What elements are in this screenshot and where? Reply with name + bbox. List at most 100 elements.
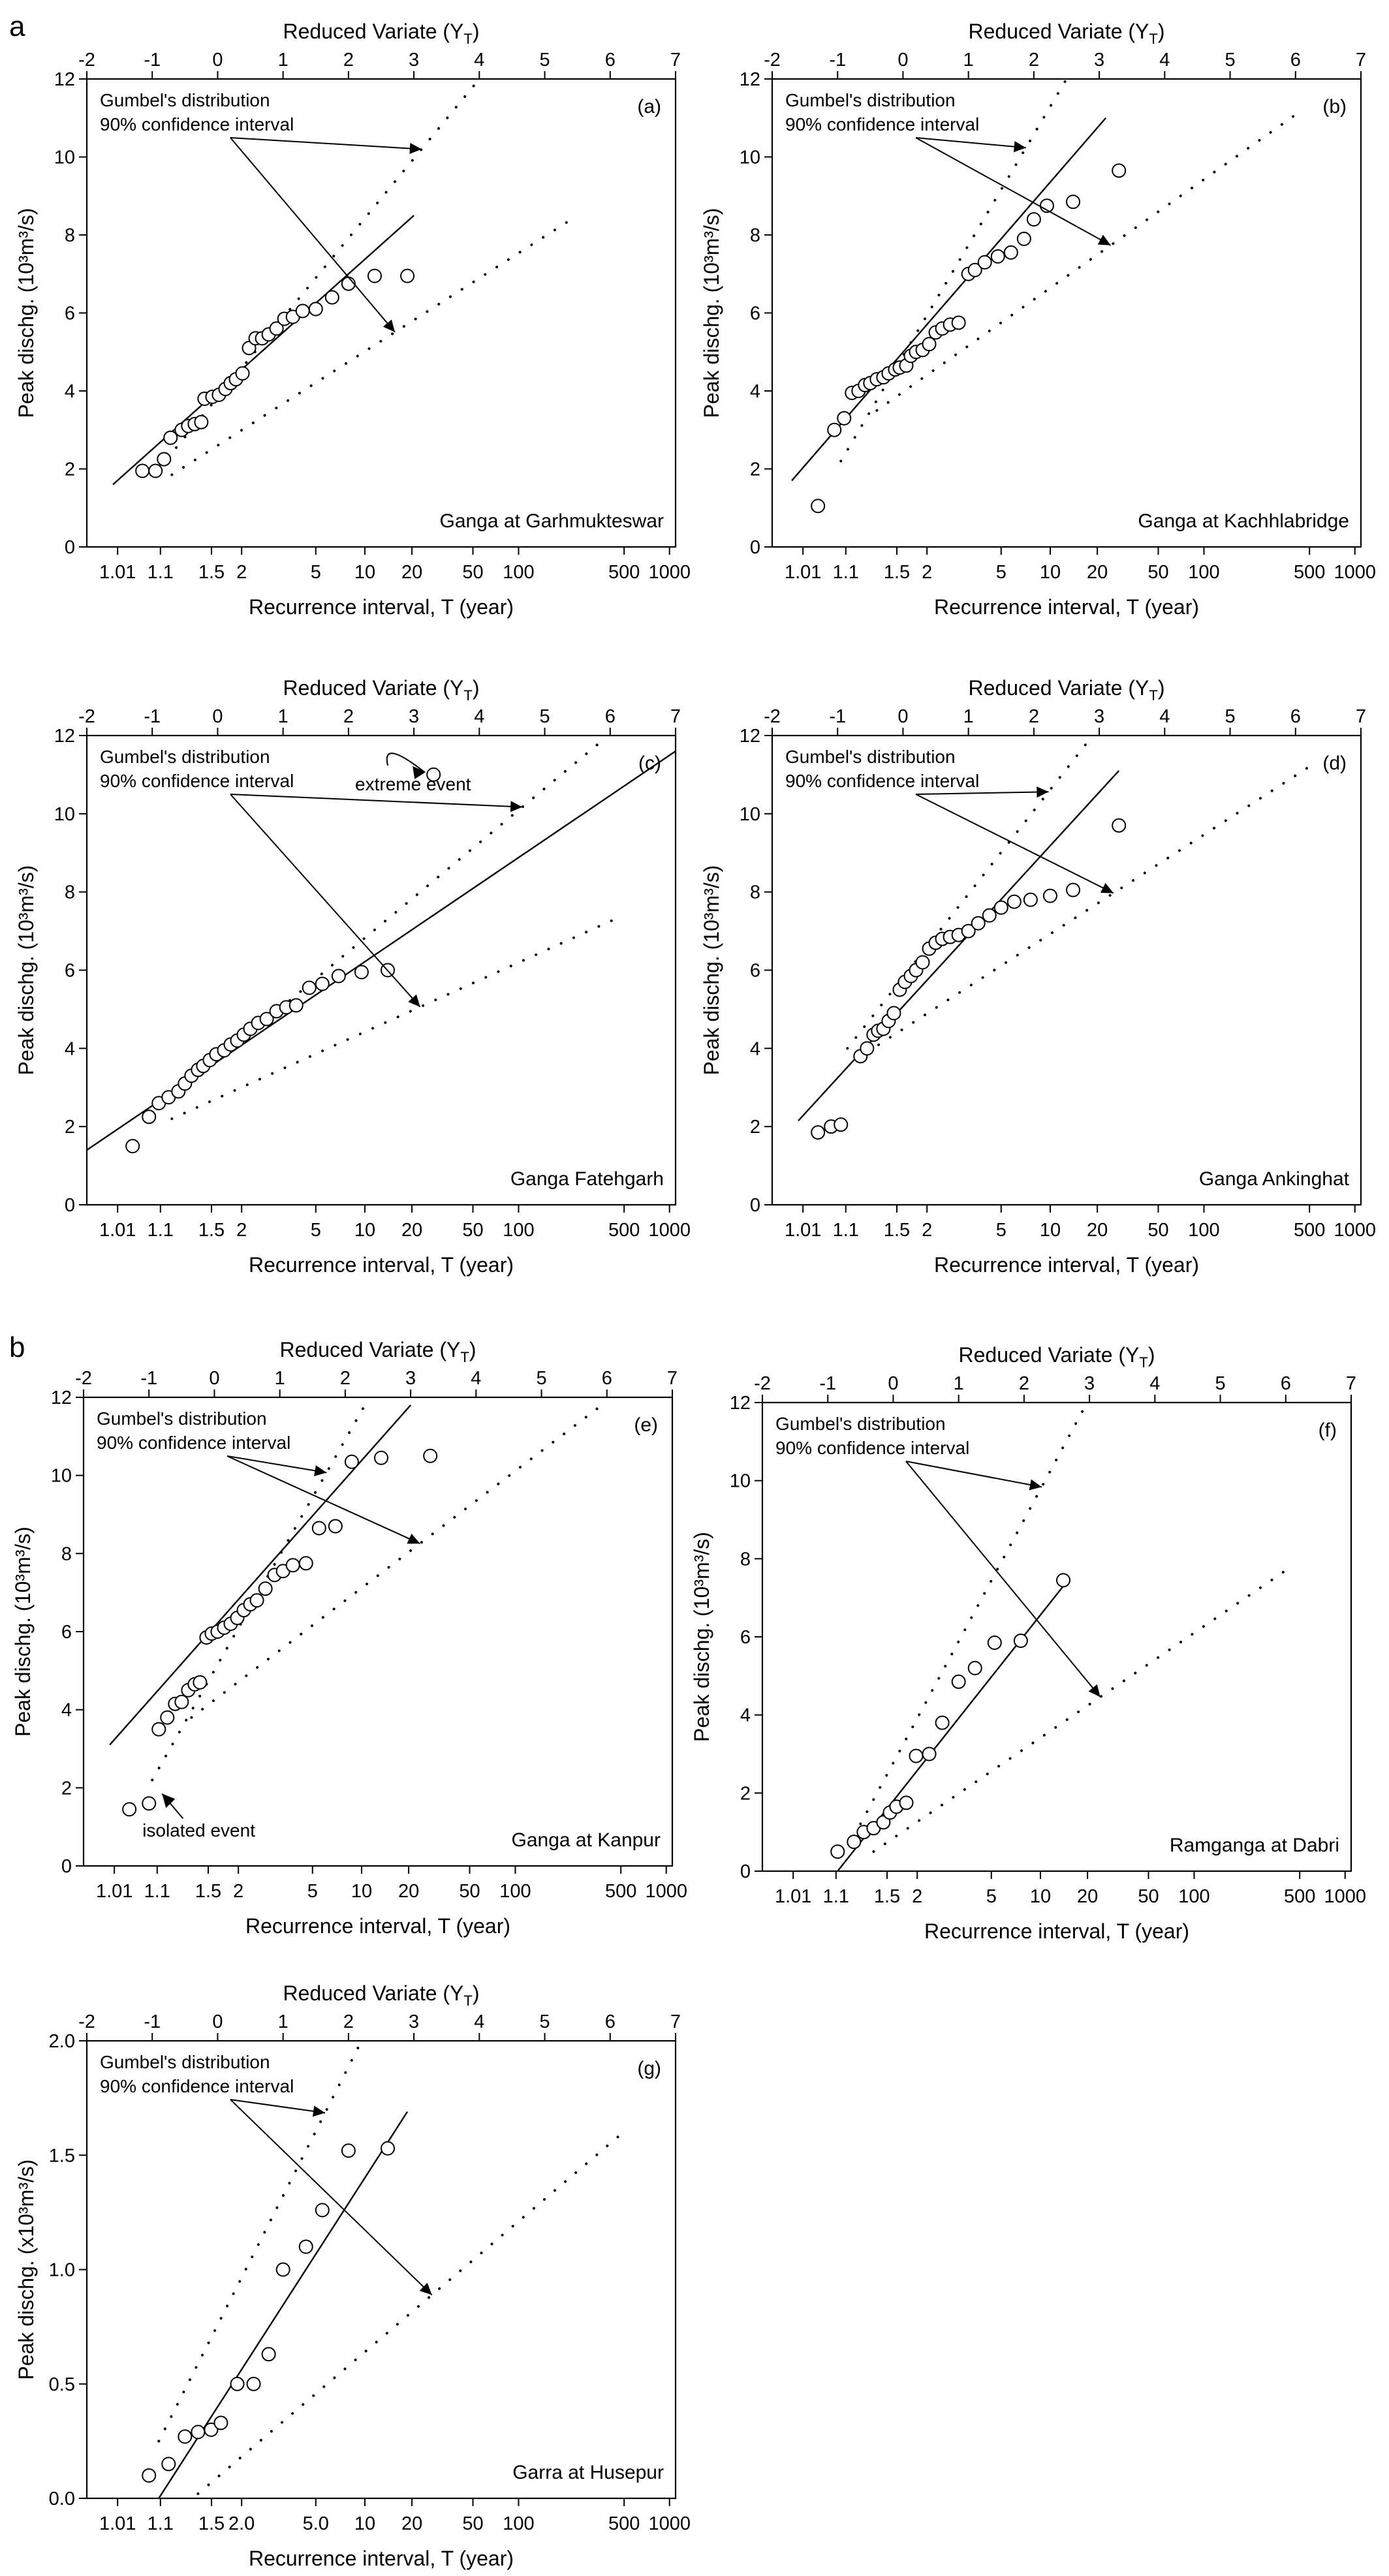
y-tick-label: 2 <box>740 1783 751 1804</box>
data-point <box>971 916 986 931</box>
top-tick-label: 4 <box>474 50 484 70</box>
y-tick-label: 4 <box>750 1038 760 1059</box>
bottom-tick-label: 1.01 <box>99 562 136 583</box>
panel-label: (d) <box>1322 753 1347 774</box>
bottom-tick-label: 10 <box>1040 562 1061 583</box>
ci-lower-bound <box>190 1399 608 1719</box>
top-tick-label: 6 <box>605 2011 616 2032</box>
data-point <box>837 411 852 426</box>
bottom-tick-label: 500 <box>608 562 640 583</box>
top-tick-label: 2 <box>343 706 354 727</box>
y-tick-label: 12 <box>740 726 760 747</box>
top-tick-label: 3 <box>1094 50 1104 70</box>
top-axis-close: ) <box>473 1981 480 2005</box>
panel-label: (b) <box>1322 96 1347 117</box>
panel-label: (e) <box>634 1414 658 1436</box>
data-point <box>967 1660 982 1675</box>
ci-upper-bound <box>157 78 481 471</box>
top-tick-label: 6 <box>1290 706 1301 727</box>
y-tick-label: 0 <box>65 537 75 558</box>
arrow-to-upper-bound <box>230 794 523 808</box>
data-point <box>1066 882 1081 897</box>
top-tick-label: -2 <box>764 50 781 70</box>
arrowhead <box>409 142 422 155</box>
top-tick-label: -1 <box>819 1373 836 1394</box>
data-point <box>178 2429 193 2444</box>
data-point <box>1007 894 1022 909</box>
y-tick-label: 2 <box>750 1117 760 1138</box>
gumbel-label: Gumbel's distribution <box>100 90 270 110</box>
data-point <box>977 255 992 270</box>
arrow-to-lower-bound <box>230 137 396 333</box>
gumbel-fit-line <box>109 1404 412 1746</box>
top-tick-label: 4 <box>1149 1373 1160 1394</box>
top-tick-label: 0 <box>212 50 223 70</box>
data-point <box>830 1844 845 1859</box>
y-tick-label: 6 <box>750 961 760 982</box>
bottom-axis-title: Recurrence interval, T (year) <box>249 595 514 619</box>
bottom-tick-label: 1000 <box>648 2513 691 2534</box>
top-tick-label: -1 <box>144 50 161 70</box>
gumbel-fit-line <box>158 2111 409 2499</box>
top-axis-title: Reduced Variate (YT) <box>283 676 480 704</box>
bottom-tick-label: 1000 <box>645 1881 687 1902</box>
top-tick-label: 6 <box>605 50 616 70</box>
bottom-tick-label: 50 <box>462 1220 483 1241</box>
data-point <box>122 1802 137 1817</box>
bottom-tick-label: 2 <box>912 1886 922 1907</box>
top-axis-close: ) <box>469 1338 476 1361</box>
bottom-tick-label: 20 <box>1087 562 1108 583</box>
top-axis-subscript: T <box>460 1349 469 1365</box>
y-axis-title: Peak dischg. (10³m³/s) <box>700 865 723 1076</box>
top-tick-label: 7 <box>1356 50 1366 70</box>
bottom-tick-label: 1.01 <box>775 1886 811 1907</box>
data-point <box>987 1635 1002 1650</box>
bottom-tick-label: 1.1 <box>148 562 174 583</box>
gumbel-label: Gumbel's distribution <box>785 90 956 110</box>
bottom-tick-label: 50 <box>459 1881 480 1902</box>
bottom-tick-label: 1.1 <box>823 1886 849 1907</box>
isolated-event-label: isolated event <box>142 1820 255 1840</box>
top-axis-subscript: T <box>1139 1354 1147 1371</box>
data-point <box>374 1450 389 1465</box>
bottom-tick-label: 100 <box>499 1881 531 1902</box>
section-label-a: a <box>9 10 25 42</box>
y-tick-label: 10 <box>51 1466 72 1487</box>
data-point <box>341 276 356 291</box>
bottom-tick-label: 1.5 <box>198 2513 225 2534</box>
data-point <box>151 1722 166 1737</box>
bottom-tick-label: 2 <box>236 562 247 583</box>
bottom-tick-label: 1.1 <box>144 1881 170 1902</box>
bottom-tick-label: 20 <box>401 562 422 583</box>
top-axis-subscript: T <box>1149 687 1157 704</box>
data-point <box>990 249 1005 264</box>
top-tick-label: 2 <box>343 2011 354 2032</box>
top-tick-label: 7 <box>1346 1373 1356 1394</box>
data-point <box>269 321 284 336</box>
top-tick-label: -2 <box>75 1368 92 1389</box>
data-point <box>160 1710 175 1725</box>
data-point <box>163 430 178 445</box>
y-tick-label: 0 <box>65 1195 75 1216</box>
bottom-tick-label: 5.0 <box>303 2513 329 2534</box>
ci-label: 90% confidence interval <box>775 1438 969 1458</box>
bottom-tick-label: 20 <box>398 1881 419 1902</box>
bottom-tick-label: 1.1 <box>833 1220 859 1241</box>
y-tick-label: 0 <box>740 1861 751 1882</box>
data-point <box>295 303 310 318</box>
top-axis-subscript: T <box>1149 31 1157 47</box>
top-tick-label: 3 <box>1084 1373 1095 1394</box>
bottom-tick-label: 2 <box>233 1881 243 1902</box>
bottom-tick-label: 10 <box>354 2513 375 2534</box>
data-point <box>1112 818 1127 833</box>
station-name: Ganga at Kanpur <box>511 1829 661 1851</box>
data-point <box>125 1139 140 1154</box>
arrowhead <box>413 766 426 779</box>
y-tick-label: 8 <box>740 1549 751 1570</box>
y-tick-label: 6 <box>750 303 760 324</box>
y-tick-label: 2 <box>750 459 760 480</box>
data-point <box>331 969 346 984</box>
data-point <box>242 341 257 356</box>
top-tick-label: 1 <box>278 50 289 70</box>
ci-label: 90% confidence interval <box>97 1433 290 1453</box>
